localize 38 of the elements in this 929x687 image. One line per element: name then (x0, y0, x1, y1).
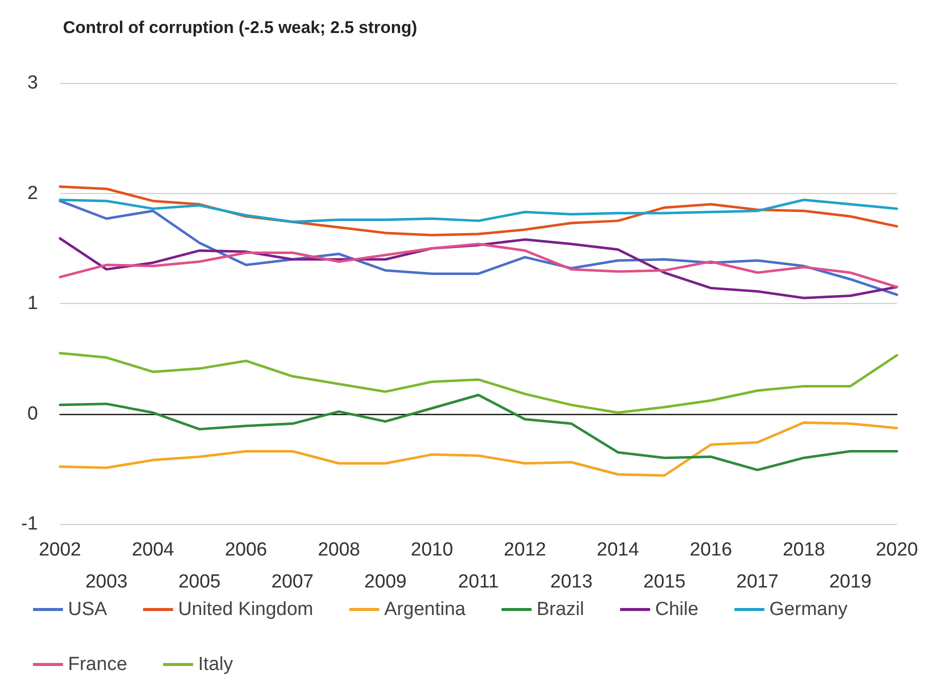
x-tick-label: 2013 (550, 572, 593, 592)
x-tick-label: 2011 (458, 572, 499, 592)
legend-label: Chile (655, 599, 698, 620)
x-tick-label: 2020 (876, 540, 918, 560)
x-tick-label: 2018 (782, 540, 826, 560)
legend-label: France (68, 654, 128, 675)
x-tick-label: 2004 (132, 540, 175, 560)
legend-label: Germany (769, 599, 848, 620)
x-tick-label: 2008 (318, 540, 360, 560)
x-tick-label: 2009 (364, 572, 407, 592)
line-series (58, 352, 898, 414)
x-tick-label: 2014 (596, 540, 640, 560)
legend-label: Argentina (384, 599, 466, 620)
line-series (58, 198, 898, 224)
line-series (58, 421, 898, 477)
x-tick-label: 2019 (829, 572, 872, 592)
legend-label: USA (68, 599, 108, 620)
legend-label: Brazil (536, 599, 584, 620)
x-tick-label: 2003 (85, 572, 128, 592)
y-tick-label: 1 (27, 293, 38, 314)
legend-label: Italy (198, 654, 234, 675)
x-tick-label: 2012 (504, 540, 546, 560)
line-series (58, 242, 898, 288)
x-tick-label: 2017 (736, 572, 779, 592)
x-tick-label: 2005 (178, 572, 221, 592)
x-tick-label: 2007 (271, 572, 314, 592)
chart-title: Control of corruption (-2.5 weak; 2.5 strong) (63, 18, 418, 37)
y-tick-label: 3 (27, 72, 38, 94)
y-tick-label: -1 (21, 514, 38, 534)
x-tick-label: 2002 (38, 540, 82, 560)
x-tick-label: 2016 (690, 540, 732, 560)
y-tick-label: 2 (27, 182, 38, 204)
line-series (58, 394, 898, 472)
x-tick-label: 2010 (410, 540, 454, 560)
y-tick-label: 0 (27, 403, 38, 424)
legend-label: United Kingdom (178, 599, 314, 620)
x-tick-label: 2006 (224, 540, 268, 560)
x-tick-label: 2015 (643, 572, 686, 592)
